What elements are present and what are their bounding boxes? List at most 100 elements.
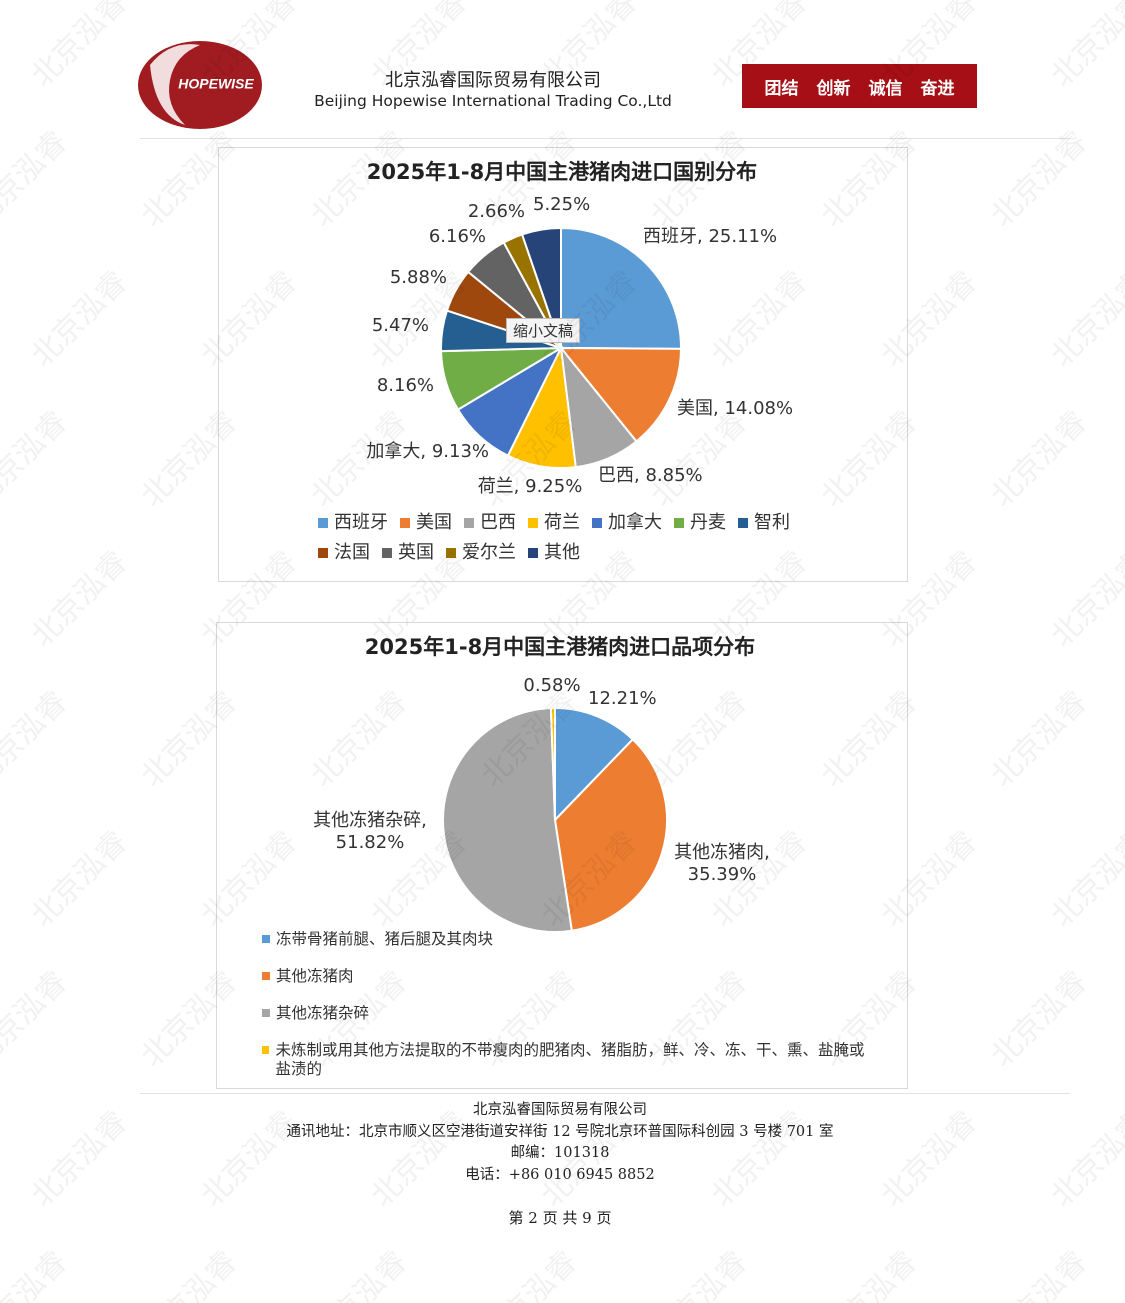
- slogan-word: 诚信: [868, 78, 903, 99]
- slogan-word: 创新: [816, 78, 851, 99]
- legend-item: 西班牙: [318, 508, 388, 538]
- legend-label: 巴西: [480, 512, 516, 533]
- footer-postcode: 邮编：101318: [510, 1145, 610, 1161]
- footer-company: 北京泓睿国际贸易有限公司: [473, 1102, 647, 1118]
- company-cn: 北京泓睿国际贸易有限公司: [385, 70, 601, 91]
- legend-label: 其他冻猪杂碎: [276, 1004, 370, 1022]
- legend-swatch: [592, 518, 602, 528]
- legend-swatch: [262, 972, 270, 980]
- watermark: 北京泓睿: [814, 1244, 924, 1303]
- data-label: 西班牙, 25.11%: [643, 226, 778, 247]
- legend-swatch: [674, 518, 684, 528]
- header-rule: [140, 138, 1070, 139]
- legend-item: 荷兰: [528, 508, 580, 538]
- legend-swatch: [318, 518, 328, 528]
- legend-label: 加拿大: [608, 512, 662, 533]
- legend-item: 加拿大: [592, 508, 662, 538]
- watermark: 北京泓睿: [24, 264, 134, 374]
- legend-item: 爱尔兰: [446, 538, 516, 568]
- legend-item: 美国: [400, 508, 452, 538]
- chart-title: 2025年1-8月中国主港猪肉进口国别分布: [367, 160, 757, 184]
- pie-slice: [558, 346, 683, 443]
- pie-slice: [553, 737, 668, 932]
- pie-chart: 2025年1-8月中国主港猪肉进口品项分布: [365, 635, 755, 933]
- watermark: 北京泓睿: [24, 544, 134, 654]
- legend-swatch: [528, 518, 538, 528]
- slogan-word: 奋进: [920, 78, 955, 99]
- legend-swatch: [446, 548, 456, 558]
- watermark: 北京泓睿: [0, 404, 74, 514]
- pie-slice: [549, 706, 556, 821]
- data-label: 加拿大, 9.13%: [366, 441, 489, 462]
- footer-rule: [140, 1093, 1070, 1094]
- watermark: 北京泓睿: [1044, 264, 1125, 374]
- watermark: 北京泓睿: [0, 124, 74, 234]
- legend-item: 冻带骨猪前腿、猪后腿及其肉块: [262, 930, 870, 949]
- data-label: 其他冻猪肉, 35.39%: [674, 842, 770, 885]
- legend-label: 未炼制或用其他方法提取的不带瘦肉的肥猪肉、猪脂肪，鲜、冷、冻、干、熏、盐腌或盐渍…: [275, 1041, 865, 1078]
- legend: 西班牙 美国 巴西 荷兰 加拿大 丹麦 智利法国 英国 爱尔兰 其他: [318, 508, 818, 568]
- data-label: 巴西, 8.85%: [598, 465, 703, 486]
- pie-slice: [554, 706, 635, 823]
- watermark: 北京泓睿: [134, 1244, 244, 1303]
- data-label: 荷兰, 9.25%: [477, 476, 583, 497]
- slogan-box: 团结 创新 诚信 奋进: [742, 64, 977, 108]
- watermark: 北京泓睿: [984, 684, 1094, 794]
- legend-swatch: [262, 1046, 270, 1054]
- legend-label: 法国: [334, 542, 370, 563]
- legend-swatch: [318, 548, 328, 558]
- legend-label: 英国: [398, 542, 434, 563]
- watermark: 北京泓睿: [1044, 544, 1125, 654]
- watermark: 北京泓睿: [0, 1244, 74, 1303]
- logo-text: HOPEWISE: [178, 76, 254, 92]
- footer: 北京泓睿国际贸易有限公司 通讯地址：北京市顺义区空港街道安祥街 12 号院北京环…: [0, 1100, 1120, 1186]
- data-label: 其他冻猪杂碎, 51.82%: [313, 810, 427, 853]
- legend-label: 西班牙: [334, 512, 388, 533]
- watermark: 北京泓睿: [1044, 0, 1125, 94]
- legend-label: 爱尔兰: [462, 542, 516, 563]
- data-label: 8.16%: [376, 375, 434, 396]
- watermark: 北京泓睿: [24, 0, 134, 94]
- data-label: 12.21%: [588, 688, 657, 709]
- watermark: 北京泓睿: [24, 824, 134, 934]
- data-label: 6.16%: [428, 226, 486, 247]
- data-label: 5.25%: [533, 194, 591, 215]
- data-label: 美国, 14.08%: [677, 398, 794, 419]
- legend-swatch: [738, 518, 748, 528]
- legend-item: 其他冻猪肉: [262, 967, 870, 986]
- data-label: 5.88%: [389, 267, 447, 288]
- watermark: 北京泓睿: [304, 1244, 414, 1303]
- pie-slice: [560, 226, 682, 350]
- legend-label: 丹麦: [690, 512, 726, 533]
- legend-swatch: [528, 548, 538, 558]
- legend-label: 其他冻猪肉: [276, 967, 354, 985]
- watermark: 北京泓睿: [984, 964, 1094, 1074]
- logo-face: [150, 44, 200, 125]
- legend-item: 智利: [738, 508, 790, 538]
- watermark: 北京泓睿: [644, 1244, 754, 1303]
- watermark: 北京泓睿: [984, 404, 1094, 514]
- pie-slice: [442, 707, 573, 933]
- data-label: 0.58%: [523, 675, 581, 696]
- legend-item: 未炼制或用其他方法提取的不带瘦肉的肥猪肉、猪脂肪，鲜、冷、冻、干、熏、盐腌或盐渍…: [262, 1041, 870, 1079]
- watermark: 北京泓睿: [1044, 824, 1125, 934]
- legend-item: 巴西: [464, 508, 516, 538]
- legend-label: 冻带骨猪前腿、猪后腿及其肉块: [276, 930, 494, 948]
- legend-label: 其他: [544, 542, 580, 563]
- watermark: 北京泓睿: [474, 1244, 584, 1303]
- data-label: 2.66%: [467, 201, 525, 222]
- logo: HOPEWISE: [138, 41, 262, 129]
- footer-phone: 电话：+86 010 6945 8852: [465, 1166, 655, 1183]
- watermark: 北京泓睿: [984, 124, 1094, 234]
- watermark: 北京泓睿: [984, 1244, 1094, 1303]
- legend-item: 其他冻猪杂碎: [262, 1004, 870, 1023]
- legend-label: 智利: [754, 512, 790, 533]
- page-number: 第 2 页 共 9 页: [508, 1209, 612, 1227]
- watermark: 北京泓睿: [0, 684, 74, 794]
- tooltip: 缩小文稿: [506, 318, 581, 343]
- legend-item: 英国: [382, 538, 434, 568]
- data-label: 5.47%: [371, 315, 429, 336]
- legend-item: 丹麦: [674, 508, 726, 538]
- chart-title: 2025年1-8月中国主港猪肉进口品项分布: [365, 635, 755, 659]
